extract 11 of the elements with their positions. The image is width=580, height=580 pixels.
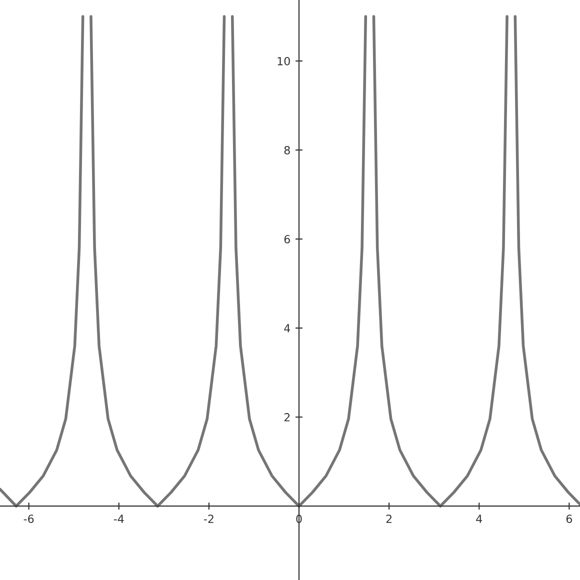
x-tick-label: -2: [204, 514, 214, 523]
x-tick-label: 4: [476, 514, 482, 523]
x-tick-label: 6: [566, 514, 572, 524]
y-tick-label: 8: [284, 146, 290, 154]
y-tick-label: 6: [284, 235, 290, 244]
x-tick-label: 2: [386, 514, 392, 523]
x-tick-label: -6: [24, 514, 34, 524]
y-tick-label: 10: [278, 56, 290, 66]
x-tick-label: -4: [114, 514, 124, 523]
y-tick-label: 2: [284, 413, 290, 422]
y-tick-label: 4: [284, 324, 290, 332]
